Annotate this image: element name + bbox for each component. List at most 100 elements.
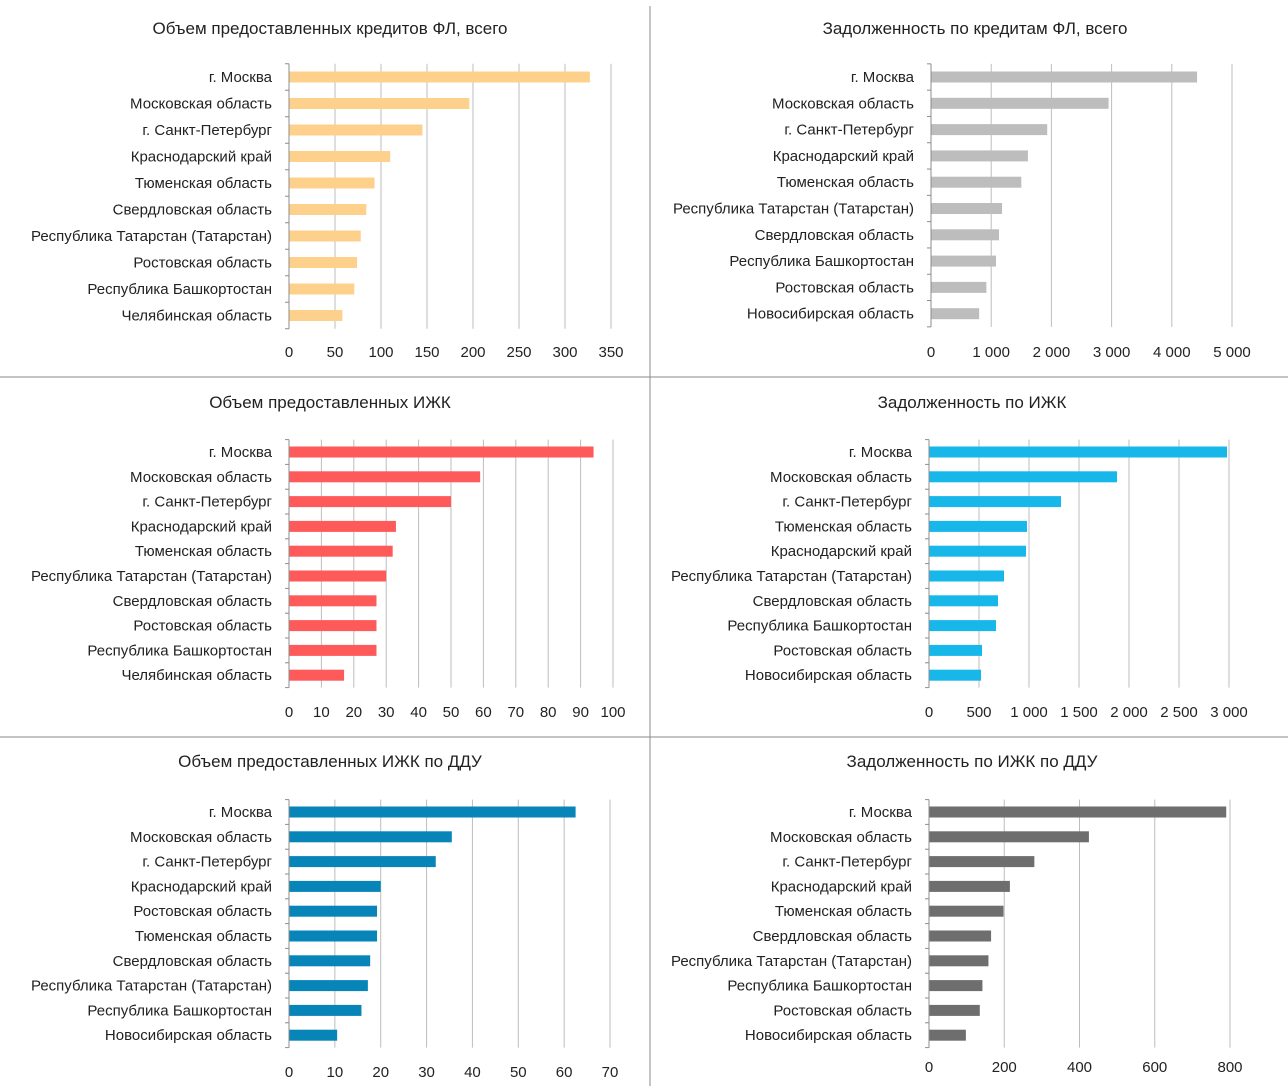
tick-label: 2 000 — [1033, 344, 1071, 361]
category-label: г. Санкт-Петербург — [782, 854, 912, 871]
bar — [289, 930, 378, 942]
bar — [289, 177, 375, 189]
bar — [289, 595, 377, 607]
chart-title: Объем предоставленных ИЖК по ДДУ — [178, 752, 482, 771]
chart-loans-issued-total: Объем предоставленных кредитов ФЛ, всего… — [31, 19, 624, 361]
category-label: Челябинская область — [121, 308, 272, 325]
tick-label: 40 — [464, 1064, 481, 1081]
tick-label: 20 — [345, 704, 362, 721]
bar — [929, 471, 1117, 483]
bar — [929, 520, 1027, 532]
category-label: Республика Татарстан (Татарстан) — [31, 568, 272, 585]
category-label: г. Москва — [851, 69, 915, 86]
tick-label: 1 000 — [972, 344, 1010, 361]
chart-mortgage-ddu-debt: Задолженность по ИЖК по ДДУ г. Москва Моск… — [671, 752, 1243, 1076]
bar — [289, 98, 470, 109]
category-label: Свердловская область — [113, 593, 273, 610]
tick-label: 0 — [927, 344, 935, 361]
category-label: Краснодарский край — [771, 543, 912, 560]
bar — [929, 644, 982, 656]
bar — [289, 496, 451, 508]
category-label: Московская область — [770, 829, 912, 846]
category-label: Московская область — [130, 469, 272, 486]
category-label: Ростовская область — [133, 255, 272, 272]
tick-label: 90 — [572, 704, 589, 721]
bar — [929, 831, 1089, 843]
bar — [931, 150, 1028, 162]
category-label: Московская область — [130, 96, 272, 113]
chart-title: Задолженность по ИЖК — [878, 393, 1067, 412]
bar — [289, 151, 391, 162]
category-label: Краснодарский край — [771, 878, 912, 895]
tick-label: 0 — [925, 1059, 933, 1076]
category-label: Республика Башкортостан — [87, 642, 272, 659]
category-label: Республика Башкортостан — [87, 281, 272, 298]
tick-label: 200 — [992, 1059, 1017, 1076]
bar — [289, 124, 423, 136]
category-label: Московская область — [130, 829, 272, 846]
category-label: Свердловская область — [755, 227, 915, 244]
category-label: Республика Башкортостан — [87, 1002, 272, 1019]
bar — [289, 71, 590, 83]
tick-label: 80 — [540, 704, 557, 721]
tick-label: 200 — [460, 344, 485, 361]
bar — [289, 310, 343, 321]
tick-label: 0 — [285, 344, 293, 361]
tick-label: 60 — [556, 1064, 573, 1081]
category-label: г. Москва — [209, 804, 273, 821]
category-label: Ростовская область — [773, 642, 912, 659]
bar — [931, 97, 1109, 109]
bar — [289, 204, 367, 215]
tick-label: 2 500 — [1160, 704, 1198, 721]
category-label: Тюменская область — [775, 903, 912, 920]
tick-label: 20 — [372, 1064, 389, 1081]
category-label: Тюменская область — [135, 175, 272, 192]
category-label: Новосибирская область — [105, 1027, 272, 1044]
tick-label: 100 — [600, 704, 625, 721]
category-label: Ростовская область — [775, 279, 914, 296]
category-label: г. Москва — [209, 444, 273, 461]
bar — [289, 257, 358, 268]
category-label: Новосибирская область — [745, 667, 912, 684]
bar — [289, 856, 436, 868]
category-label: г. Москва — [209, 69, 273, 86]
bar — [929, 595, 998, 607]
bar — [289, 980, 368, 992]
bar — [931, 176, 1022, 188]
tick-label: 3 000 — [1210, 704, 1248, 721]
bar — [929, 905, 1004, 917]
bar — [929, 496, 1061, 508]
tick-label: 1 500 — [1060, 704, 1098, 721]
category-label: Республика Татарстан (Татарстан) — [671, 568, 912, 585]
chart-title: Задолженность по ИЖК по ДДУ — [847, 752, 1098, 771]
chart-title: Задолженность по кредитам ФЛ, всего — [823, 19, 1128, 38]
chart-title: Объем предоставленных кредитов ФЛ, всего — [152, 19, 507, 38]
category-label: Новосибирская область — [745, 1027, 912, 1044]
bar — [929, 980, 983, 992]
category-label: Республика Татарстан (Татарстан) — [671, 953, 912, 970]
bar — [289, 880, 381, 892]
bar — [289, 831, 452, 843]
tick-label: 100 — [368, 344, 393, 361]
bar — [929, 880, 1010, 892]
tick-label: 0 — [285, 1064, 293, 1081]
category-label: Тюменская область — [135, 928, 272, 945]
bar — [929, 930, 992, 942]
category-label: Свердловская область — [753, 928, 913, 945]
tick-label: 250 — [506, 344, 531, 361]
category-label: г. Москва — [849, 804, 913, 821]
bar — [289, 806, 576, 818]
chart-loans-debt-total: Задолженность по кредитам ФЛ, всего г. Мо… — [673, 19, 1251, 361]
category-label: Ростовская область — [133, 618, 272, 635]
tick-label: 400 — [1067, 1059, 1092, 1076]
tick-label: 300 — [552, 344, 577, 361]
bar — [929, 446, 1227, 458]
category-label: Краснодарский край — [773, 148, 914, 165]
bar — [931, 308, 980, 320]
category-label: Новосибирская область — [747, 306, 914, 323]
category-label: Тюменская область — [135, 543, 272, 560]
tick-label: 4 000 — [1153, 344, 1191, 361]
tick-label: 5 000 — [1213, 344, 1251, 361]
chart-title: Объем предоставленных ИЖК — [209, 393, 451, 412]
